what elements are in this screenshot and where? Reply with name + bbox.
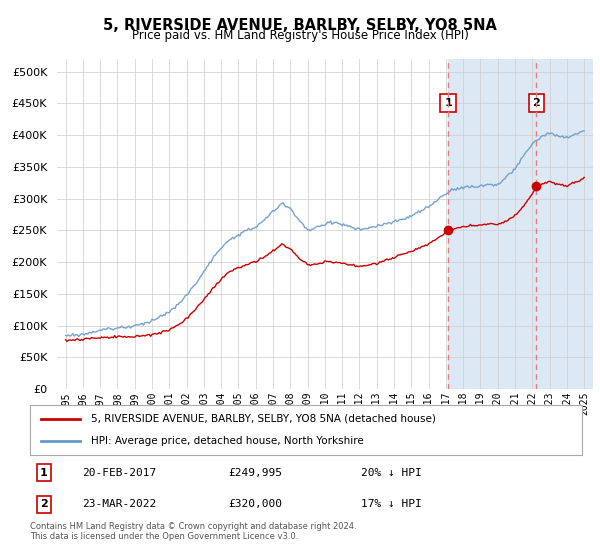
Text: 23-MAR-2022: 23-MAR-2022 xyxy=(82,500,157,510)
Text: 20% ↓ HPI: 20% ↓ HPI xyxy=(361,468,422,478)
Text: 1: 1 xyxy=(444,98,452,108)
Text: Contains HM Land Registry data © Crown copyright and database right 2024.
This d: Contains HM Land Registry data © Crown c… xyxy=(30,522,356,542)
Text: 17% ↓ HPI: 17% ↓ HPI xyxy=(361,500,422,510)
Text: 20-FEB-2017: 20-FEB-2017 xyxy=(82,468,157,478)
Text: 5, RIVERSIDE AVENUE, BARLBY, SELBY, YO8 5NA (detached house): 5, RIVERSIDE AVENUE, BARLBY, SELBY, YO8 … xyxy=(91,414,436,424)
Text: 5, RIVERSIDE AVENUE, BARLBY, SELBY, YO8 5NA: 5, RIVERSIDE AVENUE, BARLBY, SELBY, YO8 … xyxy=(103,18,497,33)
Text: 1: 1 xyxy=(40,468,47,478)
Bar xyxy=(448,59,593,389)
Text: HPI: Average price, detached house, North Yorkshire: HPI: Average price, detached house, Nort… xyxy=(91,436,364,446)
Text: 2: 2 xyxy=(40,500,47,510)
Text: £249,995: £249,995 xyxy=(229,468,283,478)
Text: 2: 2 xyxy=(532,98,540,108)
Text: £320,000: £320,000 xyxy=(229,500,283,510)
Text: Price paid vs. HM Land Registry's House Price Index (HPI): Price paid vs. HM Land Registry's House … xyxy=(131,29,469,42)
